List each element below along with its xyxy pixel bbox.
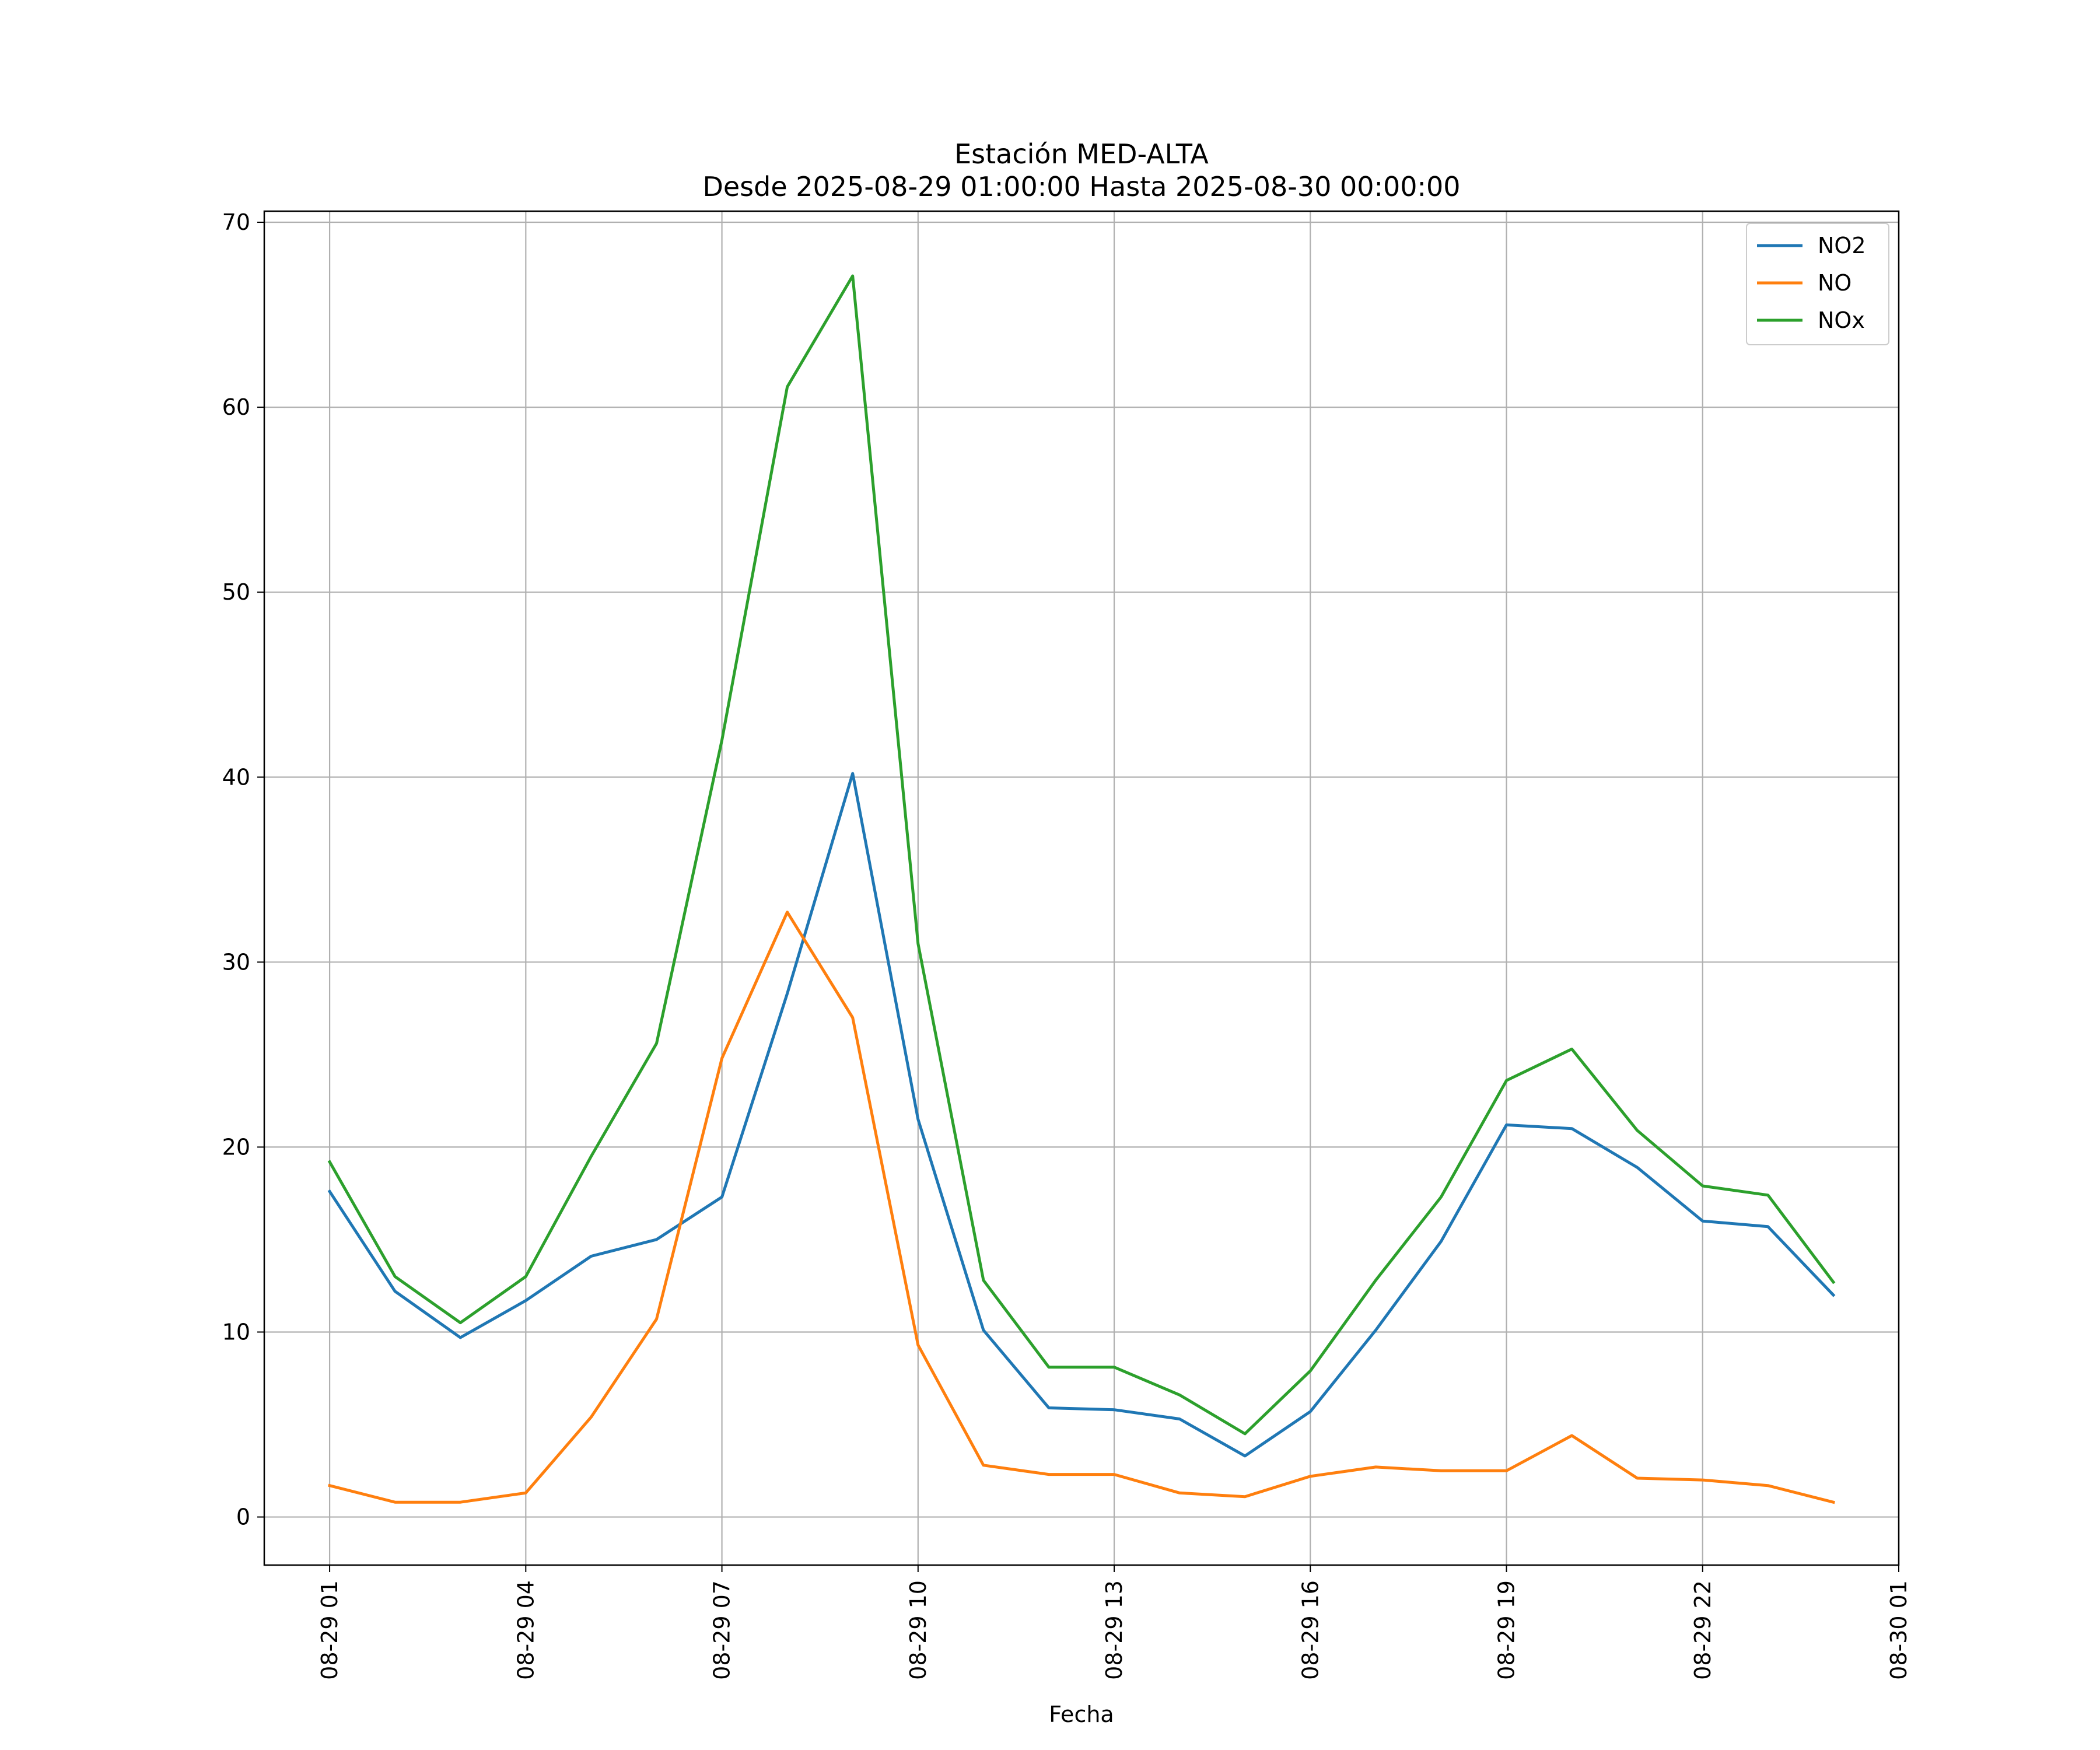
y-tick-label: 60	[222, 394, 250, 420]
series-line-no	[328, 911, 1835, 1504]
x-tick-label: 08-29 22	[1690, 1580, 1716, 1680]
x-tick-label: 08-29 04	[513, 1580, 538, 1680]
axis-ticks: 0 10 20 30 40 50 60 70 08-29 01 08-29 04 08-29 07 0…	[222, 209, 1912, 1680]
x-tick-label: 08-30 01	[1886, 1580, 1912, 1680]
y-tick-label: 70	[222, 209, 250, 235]
y-tick-label: 40	[222, 764, 250, 790]
series-lines	[327, 274, 1836, 1504]
plot-frame	[263, 210, 1900, 1566]
x-tick-label: 08-29 13	[1101, 1580, 1127, 1680]
legend: NO2 NO NOx	[1746, 223, 1889, 345]
series-line-no2	[327, 772, 1836, 1458]
x-axis-label: Fecha	[1049, 1702, 1114, 1727]
y-tick-label: 0	[236, 1504, 250, 1530]
chart-subtitle: Desde 2025-08-29 01:00:00 Hasta 2025-08-…	[702, 171, 1460, 202]
series-line-nox	[327, 274, 1836, 1436]
legend-label-no: NO	[1818, 270, 1852, 296]
x-tick-label: 08-29 10	[905, 1580, 931, 1680]
legend-box	[1746, 223, 1889, 345]
y-tick-label: 20	[222, 1134, 250, 1160]
x-tick-label: 08-29 01	[317, 1580, 342, 1680]
x-tick-label: 08-29 16	[1297, 1580, 1323, 1680]
legend-label-no2: NO2	[1818, 233, 1866, 258]
y-tick-label: 30	[222, 949, 250, 975]
x-tick-label: 08-29 07	[709, 1580, 735, 1680]
chart-title: Estación MED-ALTA	[954, 138, 1209, 170]
grid	[264, 211, 1900, 1565]
y-tick-label: 50	[222, 579, 250, 605]
legend-label-nox: NOx	[1818, 307, 1865, 333]
x-tick-label: 08-29 19	[1494, 1580, 1520, 1680]
y-tick-label: 10	[222, 1319, 250, 1345]
